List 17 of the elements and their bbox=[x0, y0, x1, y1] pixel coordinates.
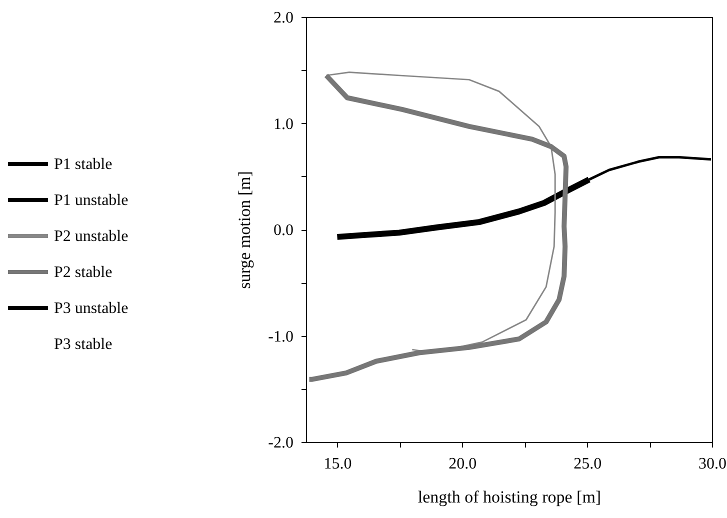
x-tick-label: 30.0 bbox=[698, 456, 726, 472]
legend-label: P3 unstable bbox=[54, 300, 128, 317]
legend-label: P1 unstable bbox=[54, 192, 128, 209]
y-tick-label: 2.0 bbox=[274, 10, 294, 26]
legend-label: P2 stable bbox=[54, 264, 112, 281]
y-tick-label: -1.0 bbox=[268, 328, 294, 346]
y-tick-label: -2.0 bbox=[268, 434, 294, 452]
y-tick-label: 1.0 bbox=[274, 116, 294, 133]
y-axis-title: surge motion [m] bbox=[235, 171, 254, 289]
x-axis-title: length of hoisting rope [m] bbox=[418, 488, 602, 506]
x-tick-label: 25.0 bbox=[574, 456, 602, 472]
text: P3 stable bbox=[54, 336, 112, 353]
legend-label: P1 stable bbox=[54, 156, 112, 173]
x-tick-label: 20.0 bbox=[448, 456, 477, 472]
x-tick-label: 15.0 bbox=[324, 456, 352, 472]
y-tick-label: 0.0 bbox=[274, 222, 294, 239]
legend-label: P2 unstable bbox=[54, 228, 128, 245]
